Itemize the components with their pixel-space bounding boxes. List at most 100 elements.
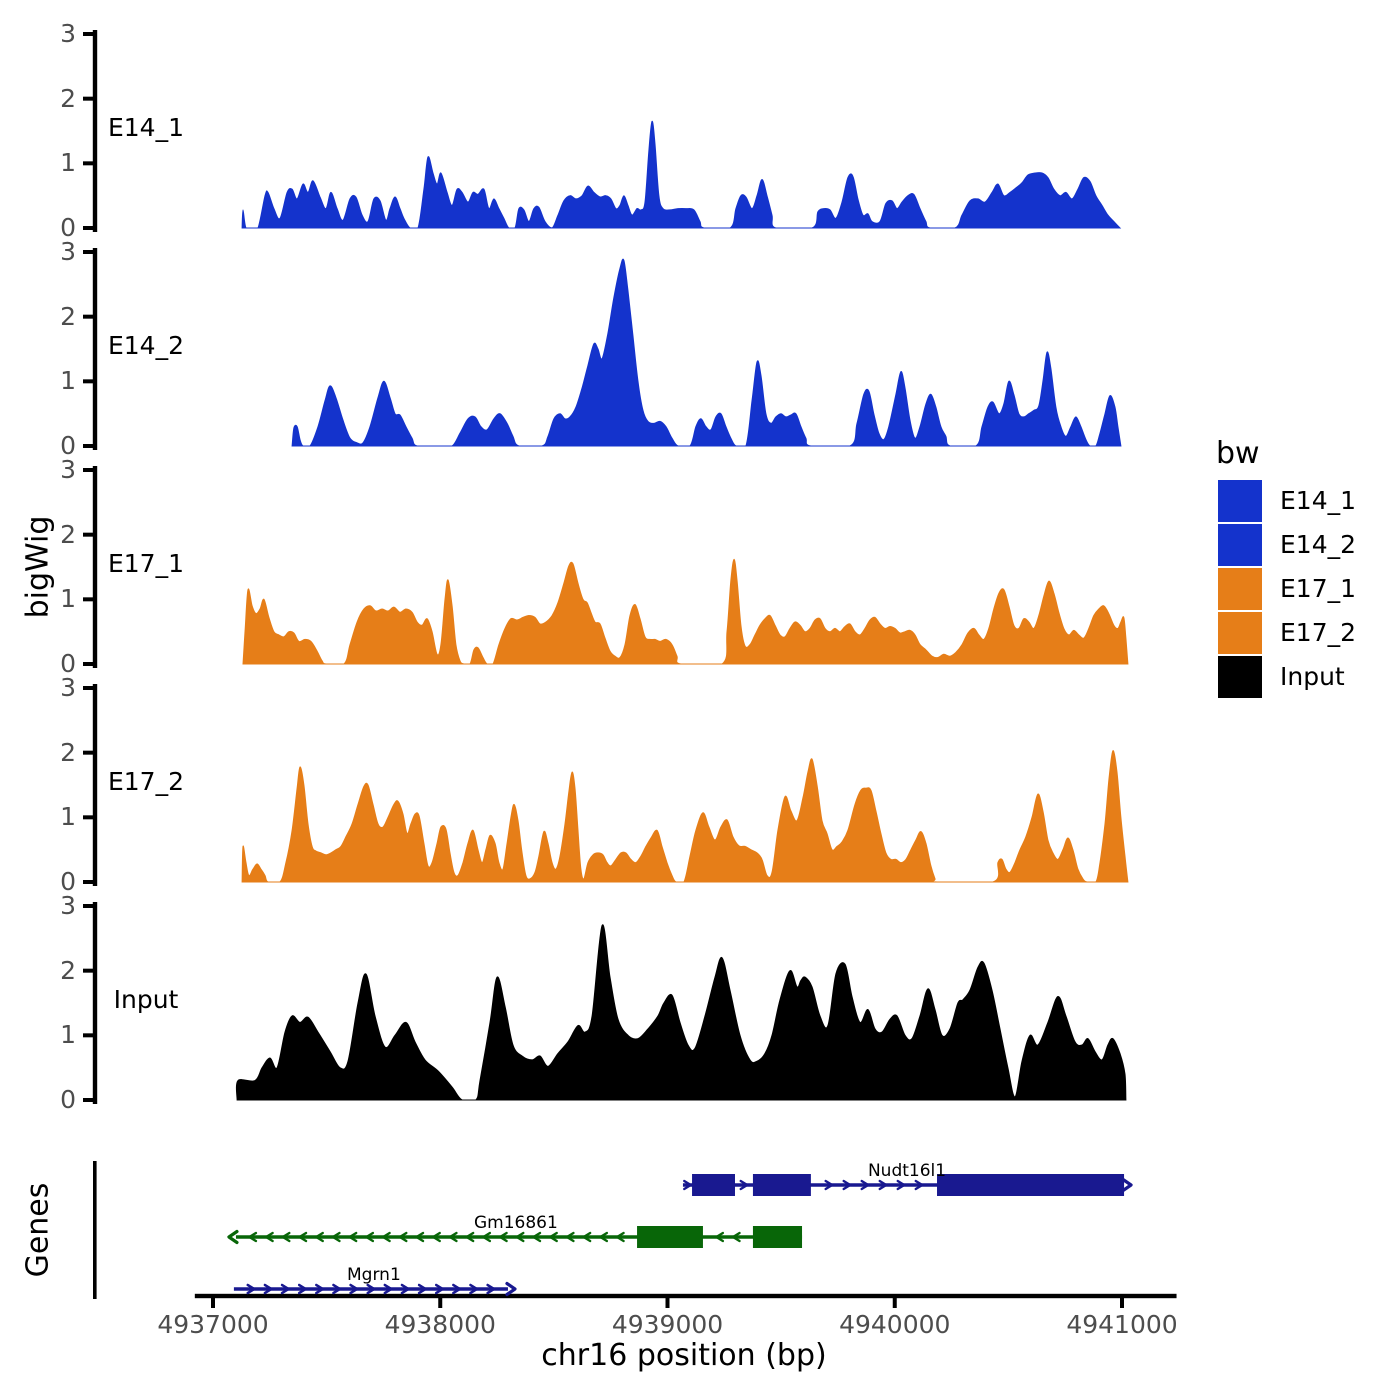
strand-arrow-icon xyxy=(281,1231,291,1243)
strand-arrow-icon xyxy=(264,1231,274,1243)
track-label-E14_2: E14_2 xyxy=(107,331,184,360)
x-tick-label: 4940000 xyxy=(839,1310,951,1339)
track-spine-E17_1 xyxy=(92,466,98,668)
y-tick xyxy=(83,444,95,448)
legend-entry-label-E14_1: E14_1 xyxy=(1280,486,1357,515)
y-tick xyxy=(83,96,95,101)
strand-arrow-icon xyxy=(482,1231,492,1243)
strand-arrow-icon xyxy=(398,1231,408,1243)
strand-arrow-icon xyxy=(515,1231,525,1243)
y-tick-label: 3 xyxy=(60,673,76,702)
y-tick-label: 2 xyxy=(60,301,76,331)
y-tick xyxy=(83,904,95,908)
strand-arrow-icon xyxy=(824,1179,834,1191)
legend-entry-label-E17_2: E17_2 xyxy=(1280,618,1357,647)
strand-arrow-icon xyxy=(582,1231,592,1243)
track-label-Input: Input xyxy=(113,985,179,1014)
gene-label-Nudt16l1: Nudt16l1 xyxy=(867,1161,947,1181)
strand-arrow-icon xyxy=(615,1231,625,1243)
y-tick xyxy=(83,597,95,602)
strand-arrow-icon xyxy=(914,1179,924,1191)
gene-exon-Gm16861 xyxy=(752,1226,803,1248)
track-area-E17_1 xyxy=(242,558,1129,665)
legend-key-E14_2 xyxy=(1218,524,1262,566)
y-tick xyxy=(83,379,95,384)
genes-axis-title: Genes xyxy=(20,1182,56,1278)
x-tick xyxy=(1120,1296,1124,1308)
strand-arrow-icon xyxy=(246,1283,256,1295)
x-tick xyxy=(892,1296,897,1308)
y-tick xyxy=(83,1098,95,1102)
gene-exon-Gm16861 xyxy=(637,1226,703,1248)
y-tick xyxy=(83,226,95,230)
track-area-E14_2 xyxy=(291,258,1122,447)
strand-arrow-icon xyxy=(400,1283,410,1295)
y-tick-label: 0 xyxy=(60,213,76,242)
strand-arrow-icon xyxy=(1121,1177,1133,1193)
strand-arrow-icon xyxy=(365,1231,375,1243)
x-tick xyxy=(665,1296,670,1308)
strand-arrow-icon xyxy=(315,1283,325,1295)
y-tick xyxy=(83,880,95,884)
y-tick xyxy=(83,250,95,254)
x-tick-label: 4941000 xyxy=(1066,1310,1178,1339)
gene-label-Gm16861: Gm16861 xyxy=(474,1213,558,1233)
gene-label-Mgrn1: Mgrn1 xyxy=(347,1265,401,1285)
strand-arrow-icon xyxy=(348,1231,358,1243)
strand-arrow-icon xyxy=(417,1283,427,1295)
x-tick-label: 4938000 xyxy=(384,1310,496,1339)
y-tick-label: 1 xyxy=(60,148,76,178)
strand-arrow-icon xyxy=(297,1283,307,1295)
strand-arrow-icon xyxy=(532,1231,542,1243)
y-tick-label: 2 xyxy=(60,737,76,767)
strand-arrow-icon xyxy=(565,1231,575,1243)
track-spine-Input xyxy=(92,902,98,1104)
y-tick-label: 0 xyxy=(60,431,76,460)
strand-arrow-icon xyxy=(878,1179,888,1191)
strand-arrow-icon xyxy=(842,1179,852,1191)
track-spine-E14_1 xyxy=(92,30,98,232)
x-axis-title: chr16 position (bp) xyxy=(541,1338,827,1373)
y-tick-label: 1 xyxy=(60,802,76,832)
strand-arrow-icon xyxy=(435,1283,444,1295)
strand-arrow-icon xyxy=(227,1229,239,1245)
x-tick-label: 4937000 xyxy=(157,1310,269,1339)
strand-arrow-icon xyxy=(715,1231,725,1243)
y-tick xyxy=(83,161,95,166)
strand-arrow-icon xyxy=(248,1231,258,1243)
strand-arrow-icon xyxy=(298,1231,308,1243)
strand-arrow-icon xyxy=(280,1283,290,1295)
y-tick-label: 0 xyxy=(60,867,76,896)
y-tick xyxy=(83,750,95,755)
track-area-Input xyxy=(235,924,1127,1101)
strand-arrow-icon xyxy=(599,1231,609,1243)
legend-key-Input xyxy=(1218,656,1262,698)
y-tick xyxy=(83,1033,95,1038)
strand-arrow-icon xyxy=(486,1283,496,1295)
legend-key-E17_2 xyxy=(1218,612,1262,654)
track-label-E14_1: E14_1 xyxy=(107,113,184,142)
y-tick xyxy=(83,968,95,973)
strand-arrow-icon xyxy=(315,1231,324,1243)
strand-arrow-icon xyxy=(739,1179,749,1191)
strand-arrow-icon xyxy=(469,1283,479,1295)
y-tick-label: 3 xyxy=(60,237,76,266)
strand-arrow-icon xyxy=(415,1231,425,1243)
track-label-E17_1: E17_1 xyxy=(107,549,184,578)
y-tick-label: 3 xyxy=(60,891,76,920)
y-tick xyxy=(83,468,95,472)
x-tick-label: 4939000 xyxy=(611,1310,724,1339)
y-tick xyxy=(83,532,95,537)
genes-spine xyxy=(93,1161,97,1299)
strand-arrow-icon xyxy=(381,1231,391,1243)
y-tick-label: 0 xyxy=(60,1085,76,1114)
strand-arrow-icon xyxy=(448,1231,458,1243)
strand-arrow-icon xyxy=(498,1231,508,1243)
strand-arrow-icon xyxy=(383,1283,393,1295)
strand-arrow-icon xyxy=(332,1283,342,1295)
gene-exon-Nudt16l1 xyxy=(937,1174,1125,1196)
strand-arrow-icon xyxy=(349,1283,359,1295)
track-label-E17_2: E17_2 xyxy=(107,767,184,796)
